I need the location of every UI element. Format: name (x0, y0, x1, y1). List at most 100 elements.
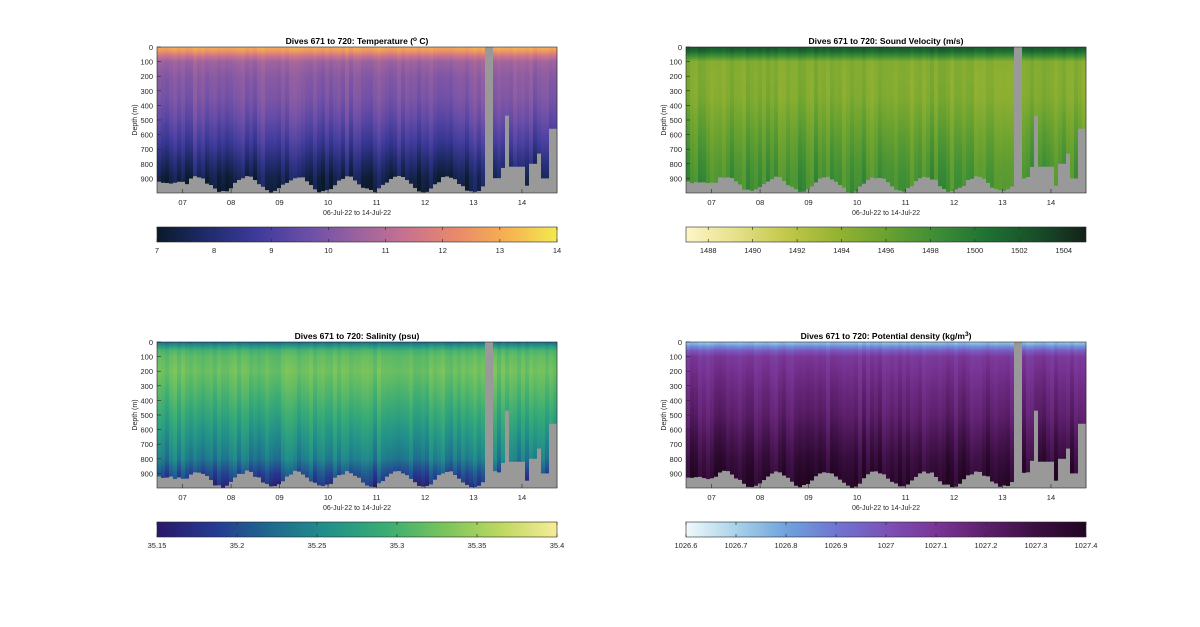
no-data-mask (1022, 178, 1026, 193)
no-data-mask (746, 190, 750, 193)
heatmap-column (866, 342, 870, 488)
no-data-mask (529, 164, 533, 193)
no-data-mask (790, 482, 794, 488)
heatmap-column (445, 47, 449, 193)
heatmap-column (257, 342, 261, 488)
heatmap-column (317, 342, 321, 488)
heatmap-column (838, 342, 842, 488)
no-data-mask (425, 486, 429, 488)
no-data-mask (706, 183, 710, 193)
heatmap-column (950, 47, 954, 193)
no-data-mask (497, 178, 501, 193)
no-data-mask (742, 484, 746, 488)
heatmap-column (1070, 47, 1074, 193)
no-data-mask (1078, 424, 1082, 488)
no-data-mask (686, 478, 690, 488)
no-data-mask (525, 481, 529, 488)
no-data-mask (942, 485, 946, 488)
no-data-mask (277, 188, 281, 193)
no-data-mask (329, 484, 333, 488)
chart-title-text: Dives 671 to 720: Potential density (kg/… (801, 331, 966, 341)
no-data-mask (265, 190, 269, 193)
heatmap-column (317, 47, 321, 193)
no-data-mask (918, 178, 922, 193)
no-data-mask (738, 480, 742, 488)
no-data-mask (413, 482, 417, 488)
y-tick-label: 0 (149, 338, 153, 347)
heatmap-column (766, 47, 770, 193)
heatmap-column (193, 47, 197, 193)
heatmap-column (229, 47, 233, 193)
heatmap-column (918, 342, 922, 488)
heatmap-column (922, 47, 926, 193)
no-data-mask (225, 486, 229, 488)
heatmap-column (734, 342, 738, 488)
colorbar-tick-label: 1026.7 (725, 541, 748, 550)
heatmap-column (389, 47, 393, 193)
heatmap-column (333, 342, 337, 488)
no-data-mask (409, 479, 413, 488)
heatmap-column (846, 342, 850, 488)
heatmap-column (353, 47, 357, 193)
no-data-mask (918, 473, 922, 488)
no-data-mask (553, 424, 557, 488)
no-data-mask (1010, 482, 1014, 488)
heatmap-column (213, 47, 217, 193)
heatmap-column (445, 342, 449, 488)
y-tick-label: 700 (669, 145, 682, 154)
no-data-mask (1070, 473, 1074, 488)
no-data-mask (910, 480, 914, 488)
heatmap-column (449, 342, 453, 488)
heatmap-column (361, 342, 365, 488)
heatmap-column (754, 47, 758, 193)
no-data-mask (818, 179, 822, 193)
heatmap-column (958, 342, 962, 488)
heatmap-column (265, 47, 269, 193)
no-data-mask (1062, 164, 1066, 193)
x-tick-label: 07 (178, 493, 186, 502)
no-data-mask (393, 471, 397, 488)
x-tick-label: 10 (324, 493, 332, 502)
heatmap-column (213, 342, 217, 488)
heatmap-column (425, 342, 429, 488)
data-gap-column (1018, 342, 1022, 488)
heatmap-column (902, 342, 906, 488)
no-data-mask (457, 184, 461, 193)
no-data-mask (157, 476, 161, 488)
colorbar-gradient (157, 522, 557, 537)
heatmap-column (714, 342, 718, 488)
no-data-mask (834, 182, 838, 193)
no-data-mask (950, 191, 954, 193)
heatmap-column (345, 342, 349, 488)
heatmap-column (774, 342, 778, 488)
colorbar-tick-label: 10 (324, 246, 332, 255)
heatmap-column (313, 47, 317, 193)
no-data-mask (265, 484, 269, 488)
no-data-mask (1026, 472, 1030, 488)
no-data-mask (946, 485, 950, 488)
x-tick-label: 11 (373, 493, 381, 502)
heatmap-column (413, 342, 417, 488)
no-data-mask (365, 188, 369, 193)
y-tick-label: 800 (669, 160, 682, 169)
heatmap-column (854, 47, 858, 193)
heatmap-column (397, 47, 401, 193)
data-gap-column (1014, 342, 1018, 488)
no-data-mask (501, 168, 505, 193)
no-data-mask (962, 479, 966, 488)
heatmap-column (990, 342, 994, 488)
colorbar-tick-label: 1500 (967, 246, 984, 255)
no-data-mask (257, 477, 261, 488)
y-tick-label: 600 (669, 426, 682, 435)
no-data-mask (934, 180, 938, 193)
no-data-mask (722, 471, 726, 488)
heatmap-column (377, 342, 381, 488)
heatmap-column (842, 342, 846, 488)
no-data-mask (401, 473, 405, 488)
no-data-mask (1062, 459, 1066, 488)
heatmap-column (405, 47, 409, 193)
no-data-mask (253, 477, 257, 488)
no-data-mask (481, 482, 485, 488)
heatmap-column (301, 47, 305, 193)
